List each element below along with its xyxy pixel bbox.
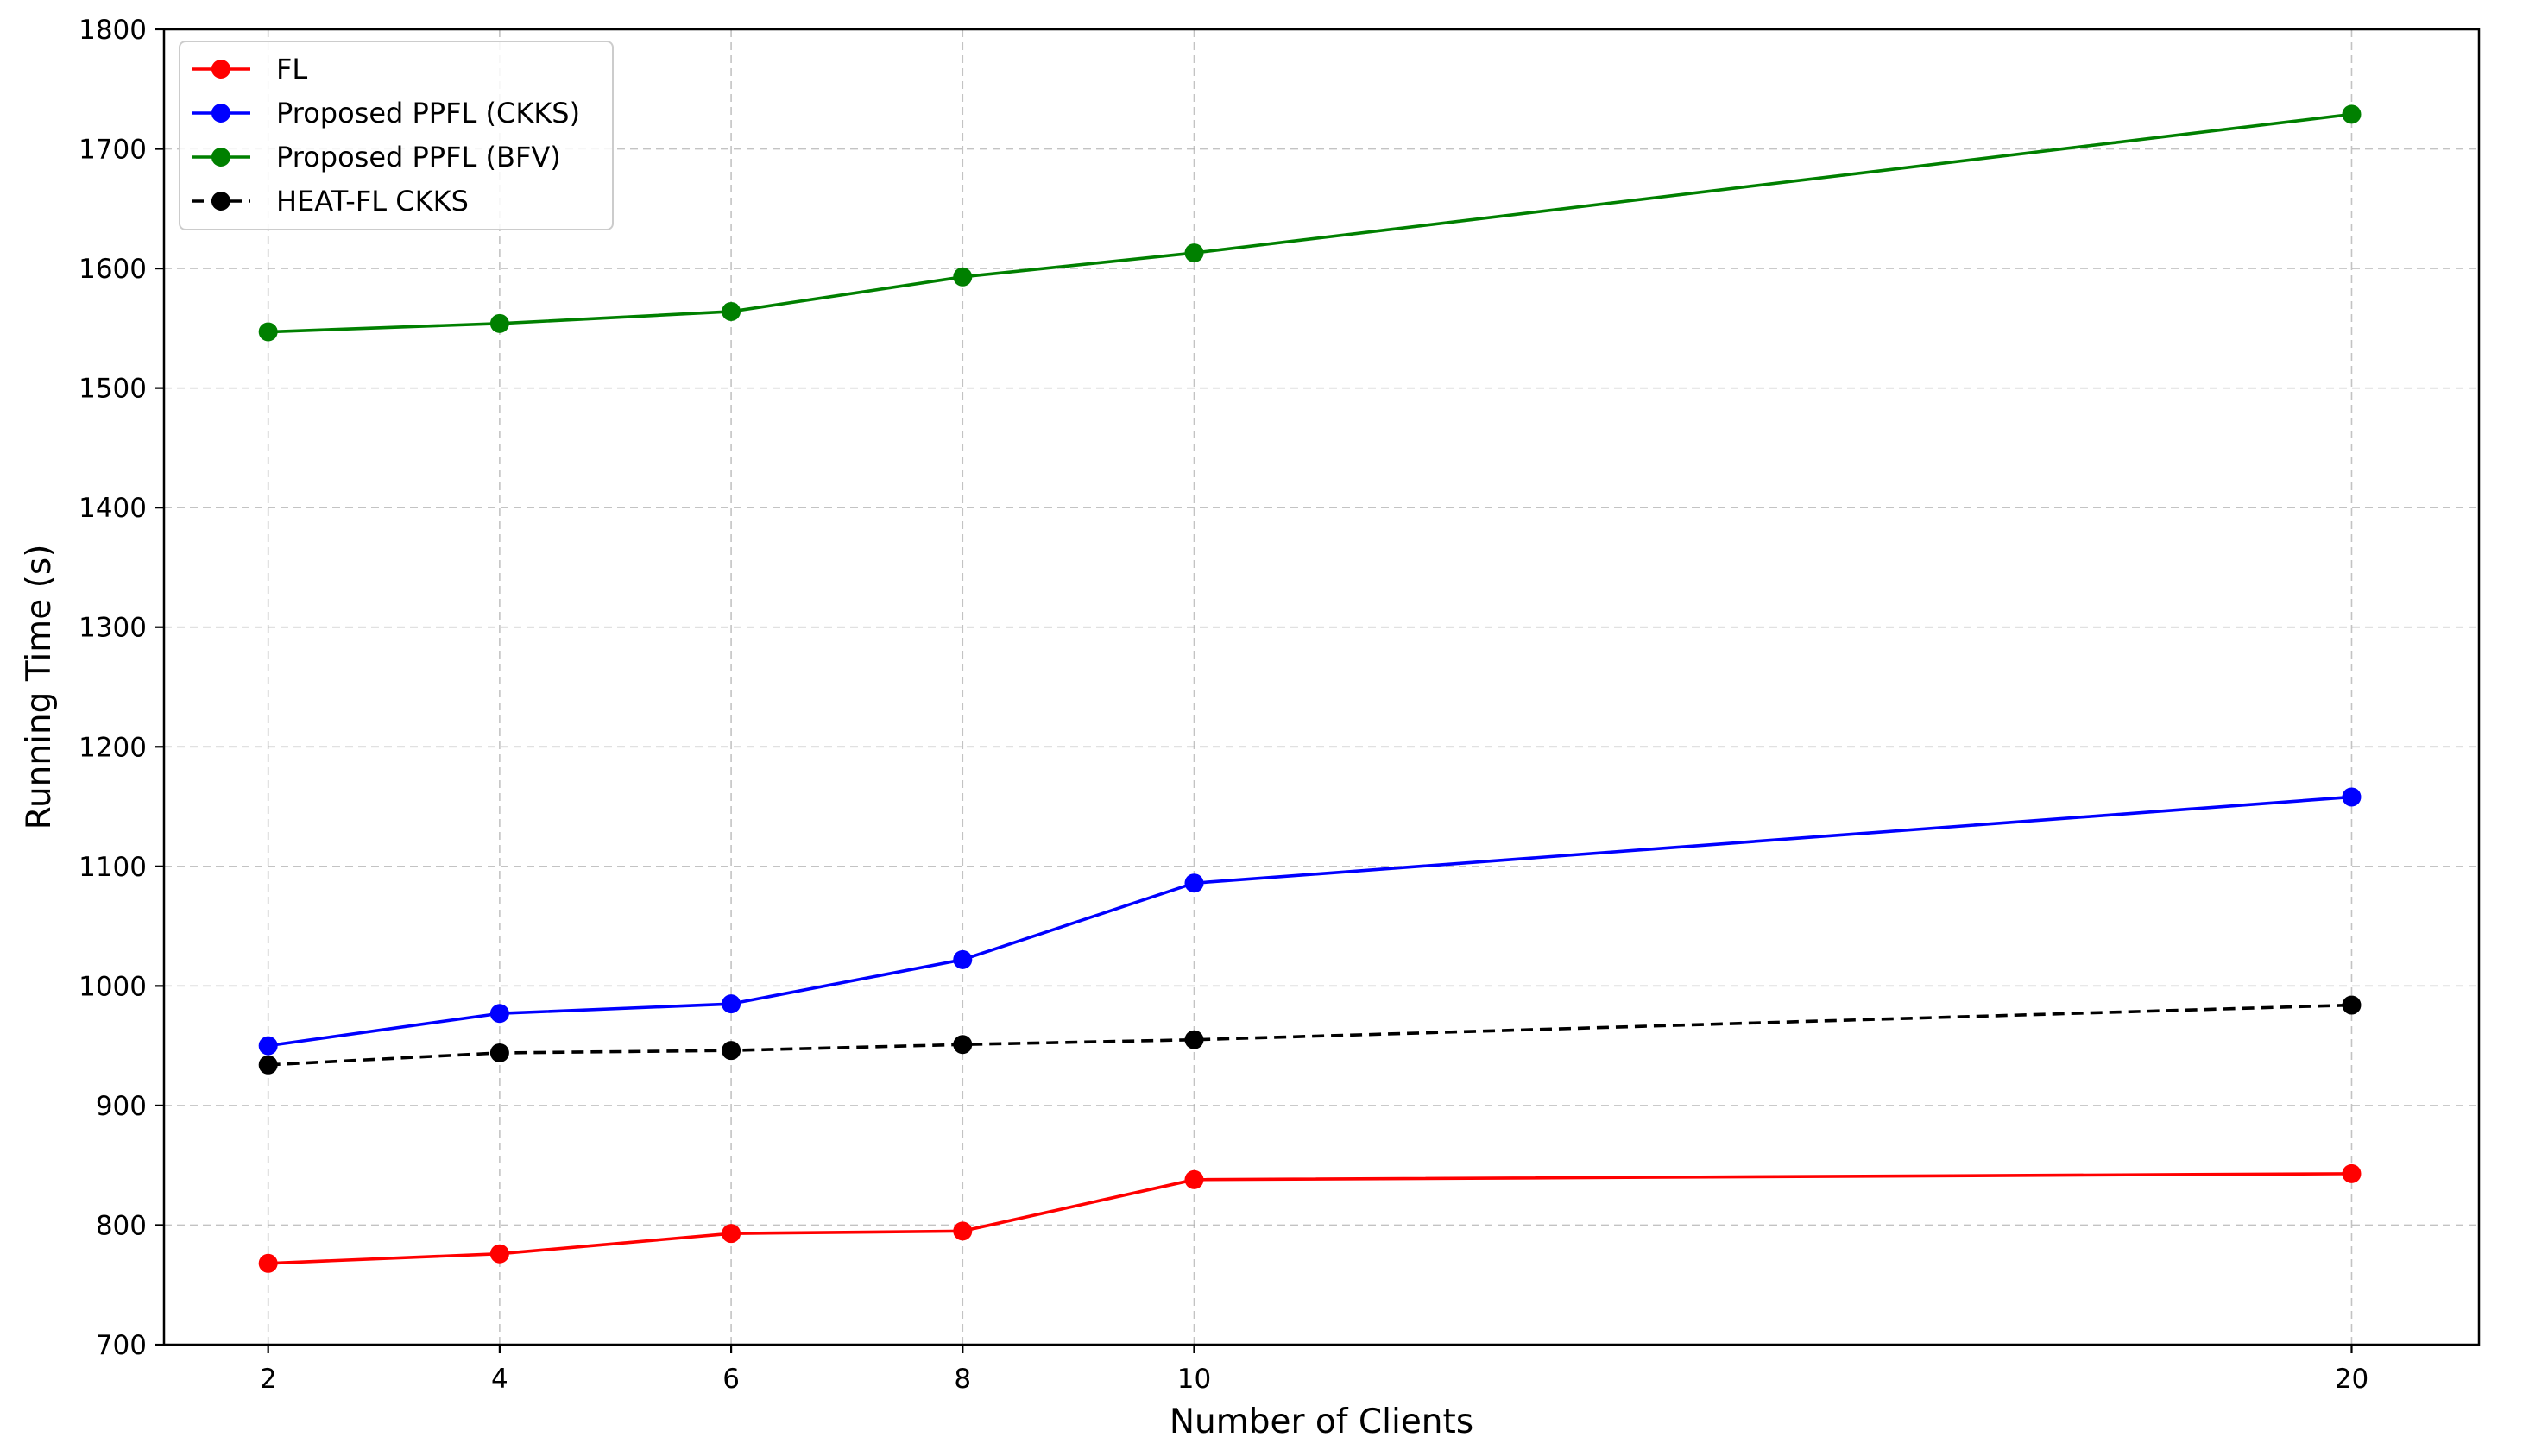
x-axis-label: Number of Clients: [1170, 1402, 1473, 1441]
data-point: [489, 1244, 509, 1264]
data-point: [489, 1043, 509, 1062]
data-point: [953, 949, 973, 969]
data-point: [258, 322, 278, 342]
legend-label: FL: [276, 53, 307, 85]
legend-label: Proposed PPFL (BFV): [276, 141, 561, 173]
series-line: [268, 795, 2352, 1048]
data-point: [1184, 243, 1204, 263]
data-point: [489, 313, 509, 333]
series-line: [268, 1003, 2352, 1067]
data-point: [258, 1036, 278, 1056]
data-point: [1184, 1030, 1204, 1049]
y-tick-label: 1300: [79, 613, 147, 644]
x-tick-label: 2: [260, 1364, 277, 1395]
series-fl: [258, 1163, 2362, 1273]
x-tick-label: 10: [1177, 1364, 1211, 1395]
data-point: [2342, 1163, 2362, 1183]
series-layer: [258, 104, 2362, 1273]
grid-layer: [164, 28, 2479, 1346]
data-point: [2342, 995, 2362, 1015]
y-tick-label: 900: [96, 1091, 147, 1122]
plot-frame: [162, 28, 2481, 1346]
legend-marker: [211, 192, 230, 211]
legend-entry: Proposed PPFL (BFV): [192, 141, 561, 173]
legend-box: [179, 41, 614, 230]
x-tick-label: 8: [954, 1364, 971, 1395]
legend-label: HEAT-FL CKKS: [276, 185, 469, 217]
data-point: [953, 1035, 973, 1055]
y-tick-label: 800: [96, 1210, 147, 1241]
data-point: [1184, 1169, 1204, 1189]
data-point: [258, 1055, 278, 1075]
series-line: [268, 112, 2352, 334]
data-point: [722, 1224, 741, 1244]
x-tick-label: 4: [491, 1364, 508, 1395]
data-point: [722, 1041, 741, 1061]
data-point: [2342, 787, 2362, 807]
y-tick-label: 1700: [79, 135, 147, 166]
series-heat-fl-ckks: [258, 995, 2362, 1075]
y-tick-label: 1600: [79, 254, 147, 285]
y-tick-label: 1400: [79, 493, 147, 524]
data-point: [953, 267, 973, 287]
legend-label: Proposed PPFL (CKKS): [276, 97, 580, 129]
y-tick-label: 1200: [79, 732, 147, 763]
legend-marker: [211, 60, 230, 79]
y-tick-label: 1800: [79, 15, 147, 46]
legend-entry: HEAT-FL CKKS: [192, 185, 469, 217]
data-point: [1184, 873, 1204, 893]
x-tick-label: 20: [2335, 1364, 2368, 1395]
legend-marker: [211, 148, 230, 167]
x-tick-label: 6: [722, 1364, 740, 1395]
series-proposed-ppfl-ckks: [258, 787, 2362, 1056]
data-point: [489, 1004, 509, 1024]
legend: FL Proposed PPFL (CKKS) Proposed PPFL (BFV…: [179, 41, 614, 230]
legend-entry: FL: [192, 53, 307, 85]
series-proposed-ppfl-bfv: [258, 104, 2362, 342]
y-tick-label: 700: [96, 1330, 147, 1361]
series-line: [268, 1172, 2352, 1265]
data-point: [258, 1253, 278, 1273]
tick-layer: 700 800 900 1000 1100 1200 1300 1400 1500 1600 170…: [79, 15, 2368, 1395]
data-point: [2342, 104, 2362, 124]
y-axis-label: Running Time (s): [20, 545, 59, 830]
legend-marker: [211, 104, 230, 123]
data-point: [953, 1221, 973, 1241]
y-tick-label: 1100: [79, 852, 147, 883]
legend-entry: Proposed PPFL (CKKS): [192, 97, 580, 129]
data-point: [722, 301, 741, 321]
data-point: [722, 994, 741, 1014]
y-tick-label: 1000: [79, 971, 147, 1002]
y-tick-label: 1500: [79, 374, 147, 405]
